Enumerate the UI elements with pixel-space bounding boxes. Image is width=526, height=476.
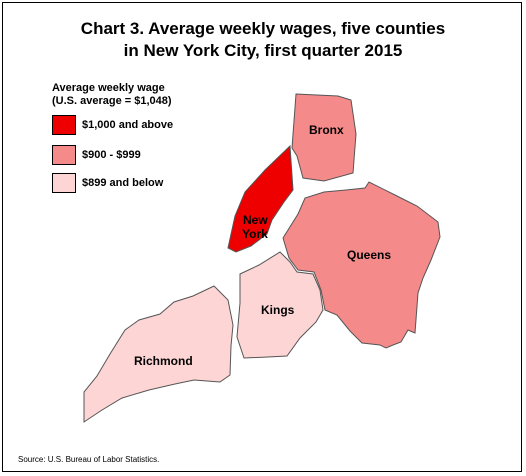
legend-label-low: $899 and below: [82, 177, 164, 189]
source-note: Source: U.S. Bureau of Labor Statistics.: [18, 455, 160, 464]
label-new-york-line-1: New: [243, 213, 268, 227]
legend-item-mid: $900 - $999: [52, 144, 141, 166]
label-bronx: Bronx: [309, 123, 344, 137]
label-richmond: Richmond: [134, 354, 193, 368]
legend-swatch-high: [52, 115, 76, 135]
legend-title-line-2: (U.S. average = $1,048): [52, 95, 172, 107]
legend-title-line-1: Average weekly wage: [52, 82, 165, 94]
county-richmond[interactable]: [83, 285, 234, 423]
label-queens: Queens: [347, 248, 391, 262]
county-kings[interactable]: [236, 251, 324, 359]
legend-label-mid: $900 - $999: [82, 149, 141, 161]
title-line-1: Chart 3. Average weekly wages, five coun…: [80, 19, 446, 38]
legend-swatch-mid: [52, 145, 76, 165]
title-line-2: in New York City, first quarter 2015: [123, 41, 403, 60]
label-new-york-line-2: York: [242, 227, 268, 241]
legend-title: Average weekly wage (U.S. average = $1,0…: [52, 82, 172, 108]
legend-swatch-low: [52, 173, 76, 193]
legend-item-low: $899 and below: [52, 172, 163, 194]
label-kings: Kings: [261, 303, 295, 317]
chart-title: Chart 3. Average weekly wages, five coun…: [0, 18, 526, 62]
legend-label-high: $1,000 and above: [82, 119, 174, 131]
legend-item-high: $1,000 and above: [52, 114, 173, 136]
county-new-york[interactable]: [227, 144, 294, 253]
county-queens[interactable]: [282, 181, 441, 349]
county-bronx[interactable]: [291, 93, 357, 182]
